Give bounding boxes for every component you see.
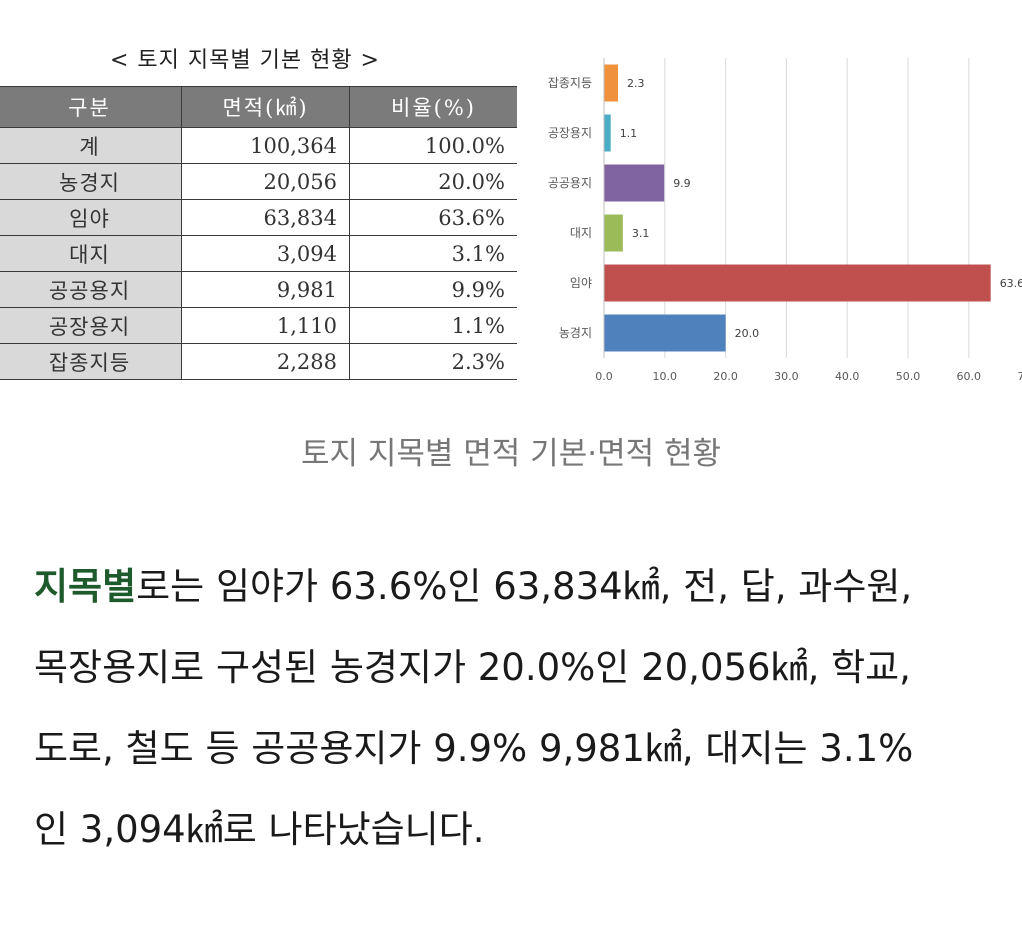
paragraph-line-4: 인 3,094㎢로 나타났습니다. (34, 808, 485, 851)
bar (604, 164, 665, 202)
x-tick-label: 20.0 (713, 370, 738, 383)
value-label: 63.6 (1000, 277, 1022, 290)
table-row: 잡종지등 2,288 2.3% (0, 343, 517, 380)
paragraph-line-1-text: 로는 임야가 63.6%인 63,834㎢, 전, 답, 과수원, (136, 565, 913, 608)
x-tick-label: 10.0 (653, 370, 678, 383)
figure-caption: 토지 지목별 면적 기본·면적 현황 (300, 436, 722, 472)
paragraph-line-1: 지목별로는 임야가 63.6%인 63,834㎢, 전, 답, 과수원, (34, 546, 1019, 627)
x-tick-label: 50.0 (896, 370, 921, 383)
paragraph-line-3: 도로, 철도 등 공공용지가 9.9% 9,981㎢, 대지는 3.1% (34, 727, 914, 770)
table-row: 농경지 20,056 20.0% (0, 163, 517, 200)
bar (604, 114, 611, 152)
row-ratio: 3.1% (349, 235, 517, 272)
row-area: 2,288 (181, 343, 350, 380)
category-label: 공공용지 (548, 176, 592, 190)
row-category: 공공용지 (0, 271, 182, 308)
row-category: 농경지 (0, 163, 182, 200)
category-label: 공장용지 (548, 126, 592, 140)
land-area-table: 구분 면적(㎢) 비율(%) 계 100,364 100.0% 농경지 20,0… (0, 86, 517, 380)
row-category: 대지 (0, 235, 182, 272)
x-tick-label: 30.0 (774, 370, 799, 383)
row-ratio: 2.3% (349, 343, 517, 380)
row-area: 20,056 (181, 163, 350, 200)
x-tick-label: 0.0 (595, 370, 613, 383)
table-row: 임야 63,834 63.6% (0, 199, 517, 236)
bar (604, 214, 623, 252)
row-category: 공장용지 (0, 307, 182, 344)
header-category: 구분 (0, 86, 182, 128)
value-label: 3.1 (632, 227, 650, 240)
row-category: 계 (0, 127, 182, 164)
row-ratio: 20.0% (349, 163, 517, 200)
row-category: 잡종지등 (0, 343, 182, 380)
row-category: 임야 (0, 199, 182, 236)
x-tick-label: 60.0 (957, 370, 982, 383)
header-ratio: 비율(%) (349, 86, 517, 128)
bar (604, 264, 991, 302)
category-label: 잡종지등 (548, 76, 592, 90)
row-area: 3,094 (181, 235, 350, 272)
x-tick-label: 40.0 (835, 370, 860, 383)
value-label: 9.9 (673, 177, 691, 190)
table-row: 대지 3,094 3.1% (0, 235, 517, 272)
row-ratio: 63.6% (349, 199, 517, 236)
category-label: 농경지 (559, 326, 592, 340)
row-area: 63,834 (181, 199, 350, 236)
row-area: 1,110 (181, 307, 350, 344)
paragraph-line-2: 목장용지로 구성된 농경지가 20.0%인 20,056㎢, 학교, (34, 646, 911, 689)
table-header-row: 구분 면적(㎢) 비율(%) (0, 86, 517, 128)
row-ratio: 100.0% (349, 127, 517, 164)
header-area: 면적(㎢) (181, 86, 350, 128)
row-area: 9,981 (181, 271, 350, 308)
x-tick-label: 70.0 (1017, 370, 1022, 383)
bar (604, 64, 618, 102)
highlight-term: 지목별 (34, 565, 137, 608)
body-paragraph: 지목별로는 임야가 63.6%인 63,834㎢, 전, 답, 과수원, 목장용… (34, 546, 1019, 870)
value-label: 20.0 (735, 327, 760, 340)
row-ratio: 9.9% (349, 271, 517, 308)
table-row: 공장용지 1,110 1.1% (0, 307, 517, 344)
value-label: 1.1 (620, 127, 638, 140)
category-label: 대지 (570, 226, 592, 240)
value-label: 2.3 (627, 77, 645, 90)
land-area-bar-chart: 0.0 10.0 20.0 30.0 40.0 50.0 60.0 70.0 잡종지등 2.3 공장… (548, 58, 1022, 383)
table-row: 공공용지 9,981 9.9% (0, 271, 517, 308)
bar (604, 314, 726, 352)
category-label: 임야 (570, 276, 592, 290)
table-row: 계 100,364 100.0% (0, 127, 517, 164)
table-title: < 토지 지목별 기본 현황 > (110, 48, 380, 73)
row-ratio: 1.1% (349, 307, 517, 344)
row-area: 100,364 (181, 127, 350, 164)
